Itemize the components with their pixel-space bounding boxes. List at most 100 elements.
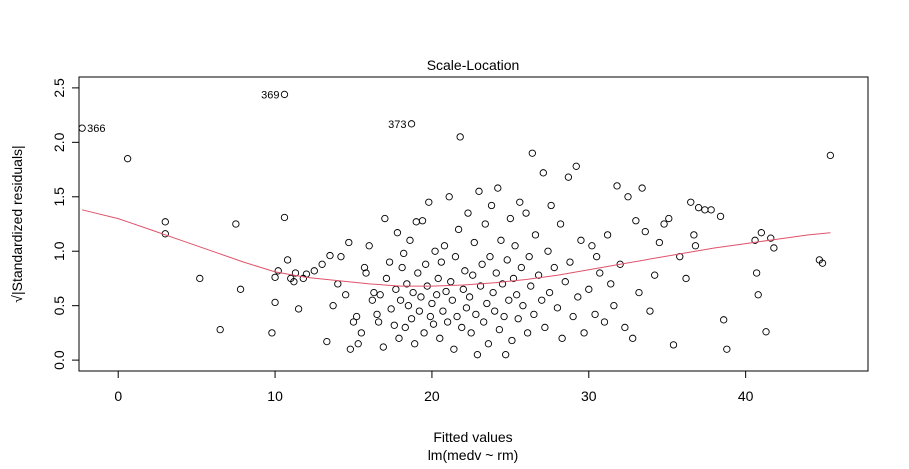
data-point (395, 334, 403, 342)
data-point (516, 198, 524, 206)
data-point (600, 318, 609, 326)
data-point (393, 229, 402, 237)
data-point (716, 212, 725, 221)
data-point (621, 323, 629, 332)
data-point (368, 296, 376, 304)
data-point (379, 343, 387, 351)
data-point (545, 288, 554, 297)
data-point (360, 263, 369, 272)
data-point (78, 124, 86, 132)
data-point (487, 201, 496, 210)
data-point (486, 253, 494, 261)
data-point (558, 334, 566, 342)
data-point (522, 209, 530, 217)
data-point (373, 310, 381, 319)
data-point (448, 296, 456, 304)
data-point (161, 218, 169, 226)
data-point (484, 340, 493, 348)
data-point (691, 242, 700, 250)
data-point (462, 304, 471, 312)
data-point (464, 209, 472, 217)
data-point (494, 184, 502, 192)
data-point (511, 242, 519, 250)
data-point (329, 302, 337, 310)
data-point (629, 334, 637, 342)
y-axis: 0.0 0.5 1.0 1.5 2.0 2.5 (51, 78, 80, 370)
data-point (280, 90, 289, 99)
data-point (530, 310, 538, 319)
data-point (544, 247, 552, 255)
x-axis-title: Fitted values (433, 429, 512, 445)
data-point (450, 345, 458, 353)
data-point (503, 256, 511, 264)
data-point (123, 155, 132, 163)
data-point (577, 236, 585, 244)
data-point (453, 312, 461, 321)
data-point (682, 274, 690, 283)
data-point (390, 321, 398, 329)
point-label: 369 (261, 89, 279, 101)
data-point (409, 288, 417, 297)
data-point (506, 214, 515, 223)
data-point (475, 187, 483, 195)
data-point (519, 302, 527, 310)
data-point (525, 253, 533, 261)
data-point (613, 182, 621, 190)
data-point (407, 315, 416, 323)
data-point (420, 329, 428, 337)
data-point (283, 256, 292, 264)
data-point (392, 285, 400, 293)
data-point (426, 312, 435, 321)
data-point (523, 329, 532, 337)
data-point (345, 238, 353, 247)
data-point (401, 323, 409, 332)
point-labels: 369 366 373 (87, 89, 406, 135)
data-point (268, 329, 276, 337)
data-point (561, 278, 569, 286)
data-point (436, 334, 444, 342)
data-point (483, 299, 491, 308)
data-point (443, 318, 452, 326)
data-point (334, 280, 342, 288)
data-point (687, 198, 695, 206)
point-label: 366 (87, 123, 105, 135)
data-point (665, 214, 673, 223)
data-point (291, 269, 300, 277)
data-point (404, 302, 413, 310)
data-point (646, 307, 654, 315)
data-point (754, 291, 762, 299)
data-point (280, 213, 289, 222)
x-tick-label: 10 (267, 388, 283, 404)
data-point (607, 280, 615, 288)
data-point (467, 329, 475, 337)
data-point (492, 269, 500, 277)
data-point (660, 220, 668, 228)
data-point (396, 296, 405, 304)
data-point (505, 296, 513, 304)
data-point (478, 260, 486, 268)
data-point (425, 198, 433, 206)
data-point (651, 271, 659, 279)
data-point (669, 341, 678, 349)
data-point (690, 231, 698, 239)
data-point (527, 282, 535, 290)
data-point (572, 162, 580, 170)
data-point (385, 258, 394, 266)
data-point (767, 234, 775, 242)
data-point (541, 323, 549, 332)
data-point (574, 293, 582, 301)
data-point (274, 267, 282, 275)
data-point (566, 258, 574, 266)
data-point (591, 310, 599, 319)
smooth-line-layer (81, 209, 831, 287)
y-tick-label: 1.0 (51, 241, 67, 261)
smooth-line (81, 209, 831, 287)
data-point (616, 260, 624, 268)
data-point (720, 316, 728, 324)
data-point (514, 315, 522, 323)
data-point (528, 149, 536, 157)
data-point (596, 269, 604, 277)
data-point (442, 287, 450, 296)
data-point (500, 312, 508, 321)
